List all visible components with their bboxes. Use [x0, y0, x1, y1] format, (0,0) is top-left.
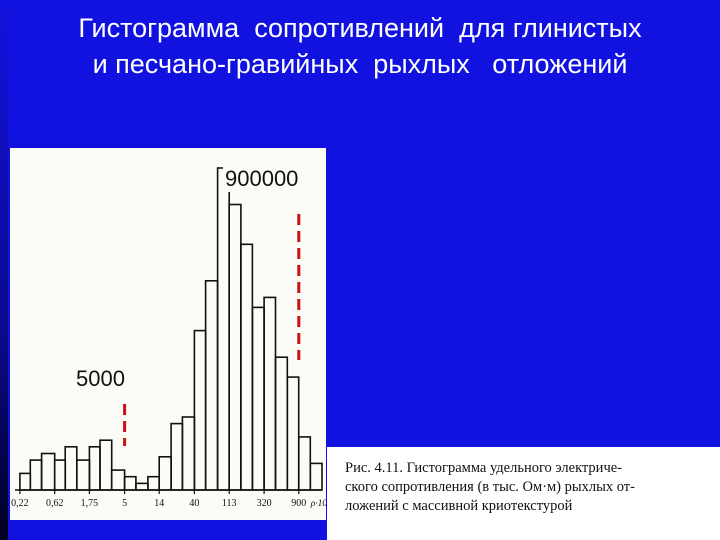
x-tick-label-7: 320 [257, 498, 272, 509]
histogram-bar-16 [204, 280, 219, 491]
histogram-bar-14 [181, 416, 196, 491]
histogram-bar-20 [251, 306, 265, 491]
histogram-bar-19 [240, 243, 254, 491]
histogram-bar-9 [123, 475, 137, 491]
slide-edge-strip [0, 0, 8, 540]
slide-title: Гистограмма сопротивлений для глинистых … [40, 10, 680, 82]
x-tick-label-3: 5 [122, 498, 127, 509]
x-tick-label-6: 113 [222, 498, 237, 509]
histogram-bar-10 [135, 482, 149, 491]
histogram-bar-21 [263, 296, 277, 491]
histogram-bar-22 [274, 356, 289, 491]
caption-line-2: ского сопротивления (в тыс. Ом·м) рыхлых… [345, 479, 635, 495]
x-tick-label-1: 0,62 [46, 498, 64, 509]
histogram-bar-12 [158, 455, 172, 491]
histogram-bar-0 [19, 472, 32, 491]
histogram-bar-18 [228, 203, 242, 491]
histogram-bar-17 [216, 167, 231, 491]
histogram-bar-4 [64, 445, 78, 491]
x-tick-label-2: 1,75 [81, 498, 99, 509]
histogram-bar-11 [147, 475, 160, 491]
histogram-bar-13 [170, 422, 184, 491]
histogram-figure: 0,22 0,62 1,75 5 14 40 113 320 900 ρ·10³, ом·м 90… [10, 148, 326, 520]
histogram-bar-8 [110, 469, 126, 491]
histogram-chart: 0,22 0,62 1,75 5 14 40 113 320 900 ρ·10³, ом·м [11, 167, 326, 509]
callout-5000: 5000 [74, 366, 127, 392]
histogram-bar-7 [99, 439, 113, 491]
histogram-bar-1 [29, 459, 43, 491]
x-tick-label-4: 14 [154, 498, 164, 509]
histogram-bar-23 [286, 376, 300, 491]
histogram-bar-25 [309, 462, 323, 491]
histogram-bar-15 [193, 329, 207, 491]
title-line-1: Гистограмма сопротивлений для глинистых [78, 13, 642, 43]
histogram-bar-24 [297, 436, 312, 491]
figure-caption: Рис. 4.11. Гистограмма удельного электри… [327, 447, 720, 540]
x-axis-label: ρ·10³, ом·м [310, 499, 326, 509]
histogram-bar-2 [40, 452, 56, 491]
histogram-bar-3 [53, 459, 67, 491]
callout-900000: 900000 [223, 166, 301, 192]
histogram-bar-5 [76, 459, 91, 491]
caption-line-3: ложений с массивной криотекстурой [345, 498, 573, 514]
caption-line-1: Рис. 4.11. Гистограмма удельного электри… [345, 460, 623, 476]
x-tick-label-5: 40 [189, 498, 199, 509]
histogram-bar-6 [88, 445, 101, 491]
title-line-2: и песчано-гравийных рыхлых отложений [92, 49, 628, 79]
x-tick-label-8: 900 [291, 498, 306, 509]
x-tick-label-0: 0,22 [11, 498, 29, 509]
